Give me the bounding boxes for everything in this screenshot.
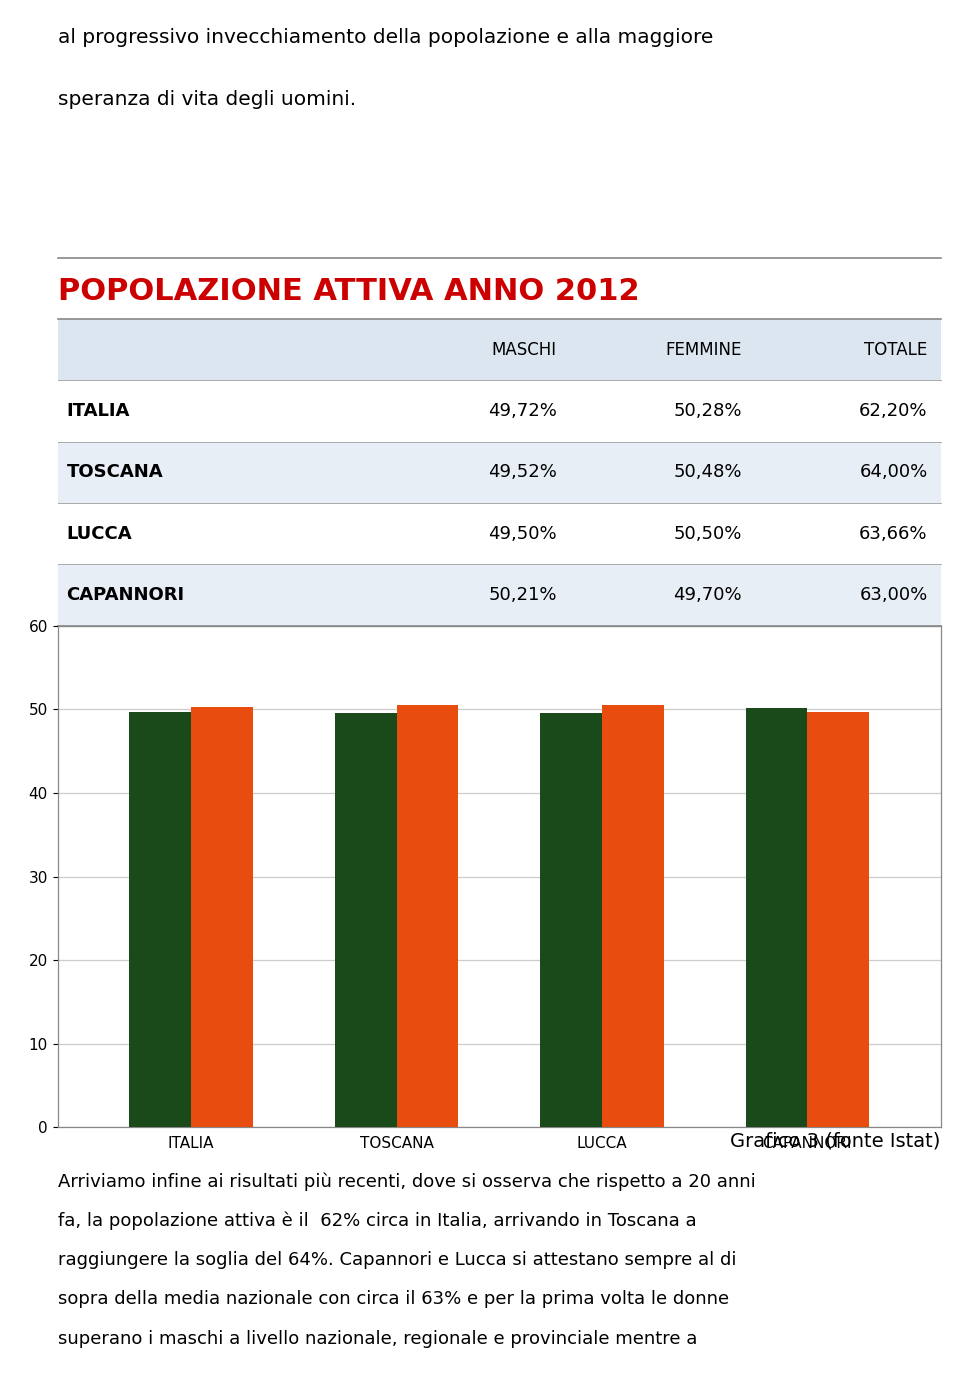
Text: MASCHI: MASCHI (492, 340, 557, 358)
Text: 49,52%: 49,52% (488, 464, 557, 482)
Bar (602, 705, 663, 1127)
Text: speranza di vita degli uomini.: speranza di vita degli uomini. (58, 90, 356, 108)
Bar (335, 713, 396, 1127)
Text: TOTALE: TOTALE (864, 340, 927, 358)
Text: raggiungere la soglia del 64%. Capannori e Lucca si attestano sempre al di: raggiungere la soglia del 64%. Capannori… (58, 1251, 736, 1269)
Text: TOSCANA: TOSCANA (66, 464, 163, 482)
Text: LUCCA: LUCCA (66, 525, 132, 543)
Bar (746, 708, 807, 1127)
Bar (58, 441, 941, 502)
Text: 62,20%: 62,20% (859, 403, 927, 421)
Bar (58, 502, 941, 565)
Bar (130, 712, 191, 1127)
Text: 50,28%: 50,28% (674, 403, 742, 421)
Text: 49,72%: 49,72% (488, 403, 557, 421)
Text: 63,00%: 63,00% (859, 586, 927, 604)
Text: 50,21%: 50,21% (488, 586, 557, 604)
Bar (58, 319, 941, 380)
Text: 49,70%: 49,70% (674, 586, 742, 604)
Text: al progressivo invecchiamento della popolazione e alla maggiore: al progressivo invecchiamento della popo… (58, 29, 713, 47)
Text: 49,50%: 49,50% (488, 525, 557, 543)
Text: FEMMINE: FEMMINE (665, 340, 742, 358)
Text: 50,50%: 50,50% (674, 525, 742, 543)
Text: Grafico 3 (fonte Istat): Grafico 3 (fonte Istat) (731, 1131, 941, 1151)
Text: fa, la popolazione attiva è il  62% circa in Italia, arrivando in Toscana a: fa, la popolazione attiva è il 62% circa… (58, 1212, 696, 1230)
Text: Arriviamo infine ai risultati più recenti, dove si osserva che rispetto a 20 ann: Arriviamo infine ai risultati più recent… (58, 1171, 756, 1191)
Text: POPOLAZIONE ATTIVA ANNO 2012: POPOLAZIONE ATTIVA ANNO 2012 (58, 278, 639, 305)
Text: ITALIA: ITALIA (66, 403, 130, 421)
Text: superano i maschi a livello nazionale, regionale e provinciale mentre a: superano i maschi a livello nazionale, r… (58, 1330, 697, 1348)
Bar (396, 705, 458, 1127)
Bar (58, 565, 941, 626)
Bar (58, 380, 941, 441)
Text: 64,00%: 64,00% (859, 464, 927, 482)
Bar (807, 712, 869, 1127)
Text: CAPANNORI: CAPANNORI (66, 586, 184, 604)
Text: 50,48%: 50,48% (674, 464, 742, 482)
Bar (540, 713, 602, 1127)
Text: sopra della media nazionale con circa il 63% e per la prima volta le donne: sopra della media nazionale con circa il… (58, 1291, 729, 1309)
Text: 63,66%: 63,66% (859, 525, 927, 543)
Bar (191, 706, 252, 1127)
